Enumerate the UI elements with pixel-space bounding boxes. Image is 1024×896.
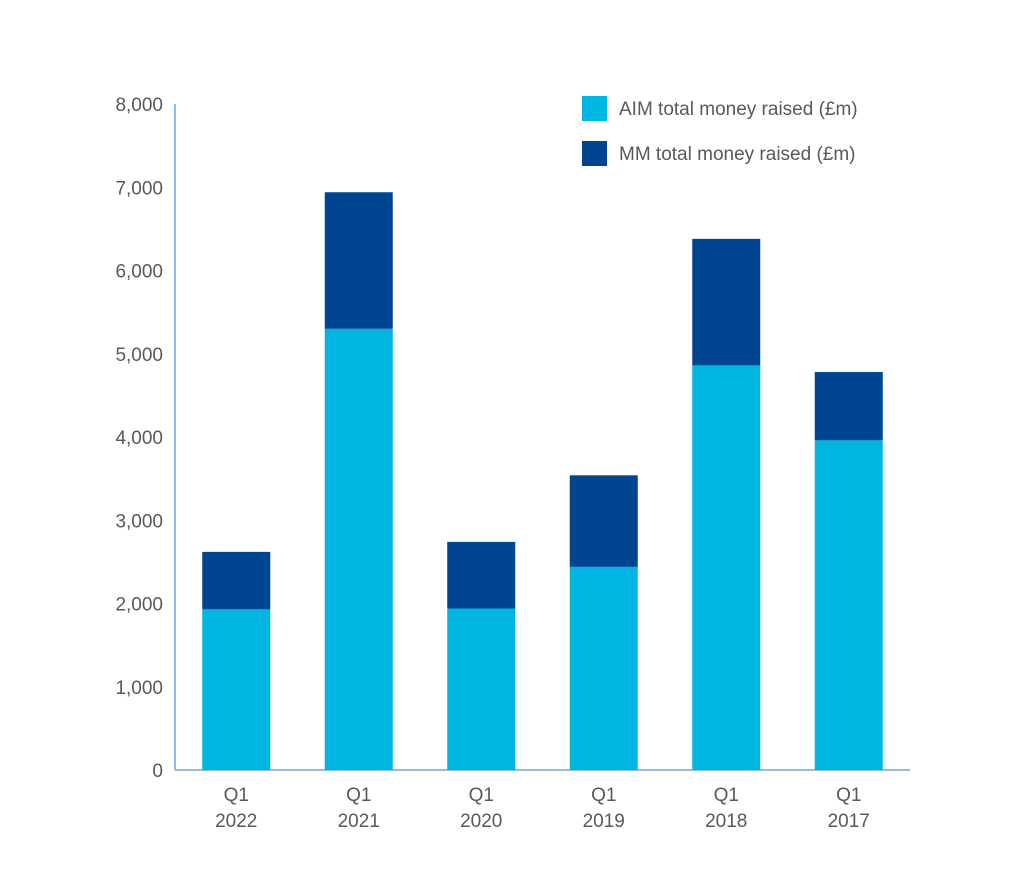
x-tick-label-quarter: Q1 xyxy=(591,785,616,806)
x-tick-label-year: 2019 xyxy=(583,811,625,832)
bar-segment-aim xyxy=(814,440,883,770)
y-tick-label: 7,000 xyxy=(115,178,163,199)
x-tick-label-year: 2020 xyxy=(460,811,502,832)
bar-segment-mm xyxy=(202,551,271,610)
y-tick-label: 8,000 xyxy=(115,95,163,116)
bar-segment-aim xyxy=(692,365,761,770)
y-tick-label: 1,000 xyxy=(115,678,163,699)
axes xyxy=(174,104,910,771)
bar-segment-aim xyxy=(202,609,271,770)
x-tick-label-quarter: Q1 xyxy=(469,785,494,806)
x-tick-label-year: 2017 xyxy=(828,811,870,832)
x-tick-label-quarter: Q1 xyxy=(836,785,861,806)
bar-segment-aim xyxy=(447,608,516,770)
x-tick-label-quarter: Q1 xyxy=(714,785,739,806)
x-tick-label-quarter: Q1 xyxy=(224,785,249,806)
labels: 0 1,000 2,000 3,000 4,000 5,000 6,000 7,000 8,00… xyxy=(115,95,869,832)
x-tick-label-year: 2018 xyxy=(705,811,747,832)
x-tick-label-quarter: Q1 xyxy=(346,785,371,806)
bars xyxy=(202,192,883,770)
bar-segment-aim xyxy=(324,328,393,770)
legend-label: AIM total money raised (£m) xyxy=(619,99,858,120)
legend-label: MM total money raised (£m) xyxy=(619,144,856,165)
y-tick-label: 3,000 xyxy=(115,511,163,532)
y-tick-label: 0 xyxy=(152,761,163,782)
bar-segment-mm xyxy=(569,475,638,567)
x-tick-label-year: 2021 xyxy=(338,811,380,832)
y-tick-label: 4,000 xyxy=(115,428,163,449)
y-tick-label: 5,000 xyxy=(115,345,163,366)
bar-segment-aim xyxy=(569,566,638,770)
bar-segment-mm xyxy=(692,238,761,366)
bar-segment-mm xyxy=(324,192,393,329)
legend-swatch xyxy=(582,141,607,166)
x-tick-label-year: 2022 xyxy=(215,811,257,832)
y-tick-label: 6,000 xyxy=(115,262,163,283)
legend-swatch xyxy=(582,96,607,121)
legend: AIM total money raised (£m) MM total mone… xyxy=(582,96,858,166)
bar-segment-mm xyxy=(447,541,516,609)
y-tick-label: 2,000 xyxy=(115,595,163,616)
bar-segment-mm xyxy=(814,372,883,441)
